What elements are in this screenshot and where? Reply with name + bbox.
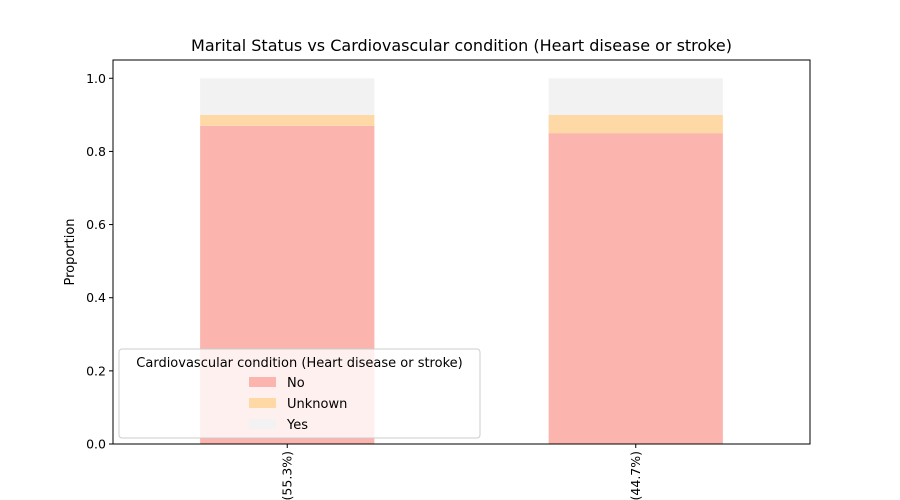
bar-yes-1: [200, 78, 375, 115]
bars: [200, 78, 723, 444]
legend: Cardiovascular condition (Heart disease …: [118, 348, 481, 439]
bar-unknown-1: [200, 114, 375, 126]
legend-label-no: No: [287, 376, 305, 391]
chart-title: Marital Status vs Cardiovascular conditi…: [191, 36, 732, 55]
legend-box: [118, 348, 481, 439]
y-tick-label: 0.0: [86, 437, 106, 452]
legend-label-unknown: Unknown: [287, 397, 347, 412]
y-axis-label: Proportion: [63, 218, 78, 285]
x-tick-label: (44.7%): [628, 451, 643, 500]
legend-swatch-no: [249, 377, 276, 387]
axes-frame: [112, 59, 811, 445]
y-tick-label: 0.4: [86, 290, 106, 305]
y-tick-label: 0.2: [86, 363, 106, 378]
x-axis-ticks: (55.3%) (44.7%): [279, 444, 643, 500]
y-tick-label: 0.6: [86, 217, 106, 232]
legend-label-yes: Yes: [286, 418, 308, 433]
bar-unknown-2: [548, 114, 723, 134]
bar-yes-2: [548, 78, 723, 115]
y-axis-ticks: 0.0 0.2 0.4 0.6 0.8 1.0: [86, 71, 113, 452]
x-tick-label: (55.3%): [279, 451, 294, 500]
legend-swatch-unknown: [249, 398, 276, 408]
y-tick-label: 0.8: [86, 144, 106, 159]
legend-title: Cardiovascular condition (Heart disease …: [136, 356, 462, 371]
bar-no-2: [548, 133, 723, 444]
y-tick-label: 1.0: [86, 71, 106, 86]
legend-swatch-yes: [249, 419, 276, 429]
